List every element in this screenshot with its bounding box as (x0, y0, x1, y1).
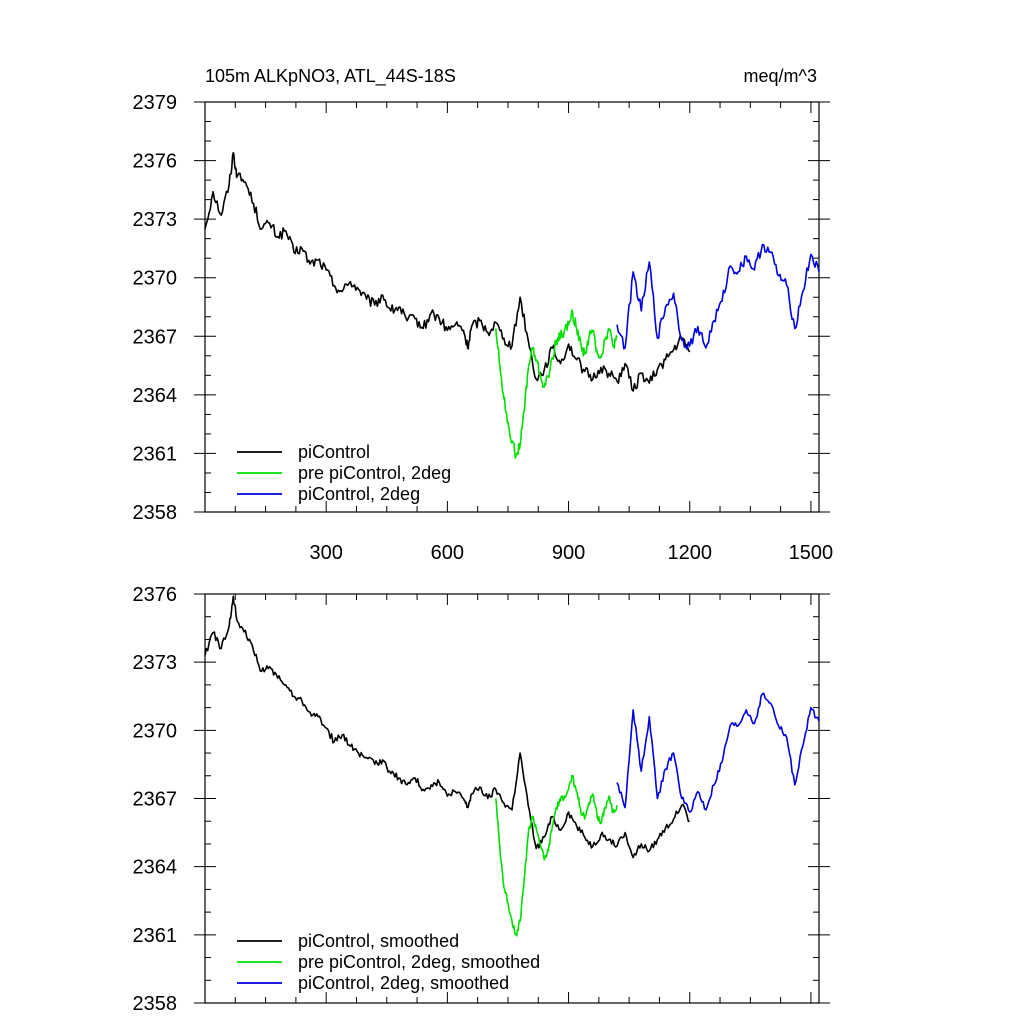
y-tick-label: 2376 (133, 151, 178, 173)
y-tick-label: 2364 (133, 857, 178, 879)
x-tick-label: 1200 (667, 542, 712, 564)
series-line-picontrol-2deg (616, 243, 820, 350)
chart-units: meq/m^3 (744, 66, 817, 86)
x-tick-label: 600 (431, 542, 464, 564)
y-tick-label: 2361 (133, 925, 178, 947)
series-line-pre-picontrol-2deg-smoothed (495, 774, 618, 937)
y-tick-label: 2367 (133, 326, 178, 348)
series-line-picontrol-smoothed (204, 595, 690, 859)
y-tick-label: 2370 (133, 720, 178, 742)
series-line-picontrol-2deg-smoothed (616, 692, 820, 813)
y-tick-label: 2358 (133, 502, 178, 524)
x-tick-label: 300 (309, 542, 342, 564)
x-tick-label: 1500 (789, 542, 834, 564)
series-line-picontrol (204, 152, 691, 392)
y-tick-label: 2364 (133, 385, 178, 407)
legend-label: pre piControl, 2deg, smoothed (298, 952, 540, 972)
legend-label: pre piControl, 2deg (298, 463, 451, 483)
y-tick-label: 2367 (133, 789, 178, 811)
series-line-pre-picontrol-2deg (495, 309, 618, 459)
legend-label: piControl, smoothed (298, 931, 459, 951)
plot-frame (204, 101, 820, 513)
legend-label: piControl (298, 442, 370, 462)
y-tick-label: 2373 (133, 209, 178, 231)
y-tick-label: 2376 (133, 584, 178, 606)
chart-title: 105m ALKpNO3, ATL_44S-18S (205, 66, 456, 87)
y-tick-label: 2379 (133, 92, 178, 114)
legend-label: piControl, 2deg (298, 484, 420, 504)
y-tick-label: 2358 (133, 993, 178, 1015)
y-tick-label: 2361 (133, 443, 178, 465)
bottom-panel: 2358 2361 2364 2367 2370 2373 2376 piControl, s… (133, 584, 830, 1015)
y-tick-label: 2373 (133, 652, 178, 674)
top-panel: 300 600 900 1200 1500 2358 2361 2364 2367 2370 237… (133, 66, 834, 564)
x-tick-label: 900 (552, 542, 585, 564)
y-tick-label: 2370 (133, 268, 178, 290)
legend-label: piControl, 2deg, smoothed (298, 973, 509, 993)
